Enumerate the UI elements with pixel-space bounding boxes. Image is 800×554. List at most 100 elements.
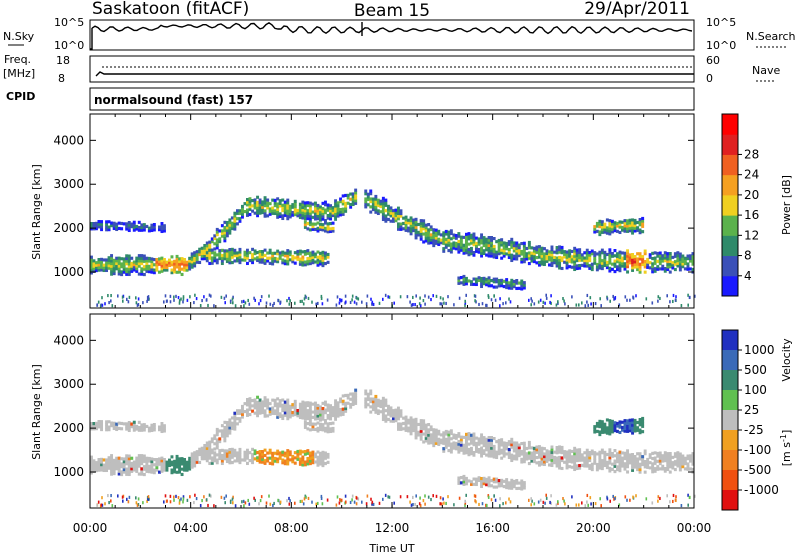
velocity-cell [532, 460, 536, 464]
power-cell [95, 263, 98, 267]
velocity-cell [422, 499, 425, 503]
velocity-cell [397, 406, 400, 410]
velocity-cell [492, 447, 496, 451]
power-cell [510, 240, 514, 244]
velocity-cell [163, 426, 166, 430]
power-cell [321, 256, 325, 260]
velocity-cell [412, 423, 416, 427]
velocity-cell [560, 459, 564, 463]
power-cell [135, 261, 139, 266]
power-cell [248, 213, 252, 217]
velocity-cell [220, 495, 223, 499]
power-cell [198, 260, 202, 265]
power-cell [510, 243, 514, 247]
velocity-cell [241, 458, 244, 462]
power-cell [459, 248, 463, 252]
power-cell [384, 209, 388, 213]
velocity-cell [454, 441, 458, 446]
velocity-cell [520, 484, 524, 488]
power-cell [246, 200, 249, 204]
velocity-cell [316, 409, 320, 413]
power-cell [112, 221, 116, 225]
power-cell [371, 200, 375, 204]
power-cell [626, 262, 630, 266]
power-cell [686, 257, 690, 261]
power-cell [522, 281, 526, 285]
velocity-cell [205, 453, 209, 457]
power-cell [110, 256, 114, 260]
power-cell [585, 264, 589, 268]
power-cell [92, 224, 96, 228]
power-cell [648, 255, 652, 259]
velocity-cell [152, 468, 156, 472]
power-cell [676, 261, 680, 265]
velocity-cell [130, 456, 134, 460]
power-cell [137, 272, 141, 276]
velocity-cell [643, 449, 647, 453]
power-cell [210, 261, 214, 265]
power-cell [236, 217, 239, 221]
power-cell [457, 279, 461, 283]
power-cell [512, 279, 516, 284]
velocity-cell [288, 407, 292, 411]
power-cell [492, 255, 496, 259]
velocity-cell [218, 451, 222, 455]
velocity-cell [648, 455, 652, 459]
velocity-cell [490, 484, 494, 488]
power-cell [618, 269, 622, 273]
x-tick-label: 12:00 [375, 521, 410, 535]
power-cell [298, 252, 302, 256]
velocity-cell [427, 441, 431, 445]
colorbar-tick-label: 500 [744, 363, 767, 377]
velocity-cell [626, 498, 628, 502]
power-cell [142, 257, 146, 261]
velocity-cell [164, 494, 167, 498]
velocity-cell [314, 422, 317, 426]
velocity-cell [560, 451, 564, 455]
power-cell [404, 215, 408, 219]
power-cell [234, 304, 237, 308]
power-cell [291, 213, 295, 217]
power-cell [580, 258, 584, 262]
power-cell [467, 237, 471, 241]
power-cell [137, 264, 141, 268]
power-cell [452, 244, 456, 248]
power-cell [321, 264, 325, 268]
velocity-cell [623, 462, 627, 466]
velocity-cell [334, 412, 338, 416]
power-cell [241, 258, 244, 262]
velocity-cell [319, 413, 322, 417]
power-cell [666, 254, 670, 258]
power-cell [276, 257, 280, 261]
power-cell [303, 201, 307, 205]
power-cell [676, 259, 680, 263]
date-title: 29/Apr/2011 [584, 0, 690, 19]
velocity-cell [563, 499, 565, 503]
power-cell [404, 220, 408, 225]
power-cell [497, 241, 501, 245]
power-cell [595, 224, 599, 228]
velocity-cell [538, 453, 541, 457]
velocity-cell [490, 449, 494, 453]
power-cell [246, 213, 249, 217]
power-cell [319, 254, 322, 258]
velocity-cell [397, 414, 400, 418]
power-cell [329, 217, 333, 221]
velocity-cell [472, 453, 476, 457]
power-cell [326, 260, 330, 264]
velocity-cell [253, 398, 257, 402]
power-cell [553, 258, 557, 262]
power-cell [314, 260, 317, 264]
power-cell [142, 273, 146, 277]
power-colorbar-frame [721, 113, 739, 297]
power-cell [110, 299, 112, 303]
power-cell [160, 256, 164, 260]
velocity-cell [258, 406, 262, 410]
velocity-cell [137, 426, 141, 430]
power-cell [296, 211, 300, 215]
power-cell [641, 260, 645, 264]
velocity-cell [444, 443, 448, 447]
velocity-cell [633, 457, 637, 461]
velocity-cell [465, 438, 468, 442]
velocity-cell [258, 398, 262, 402]
